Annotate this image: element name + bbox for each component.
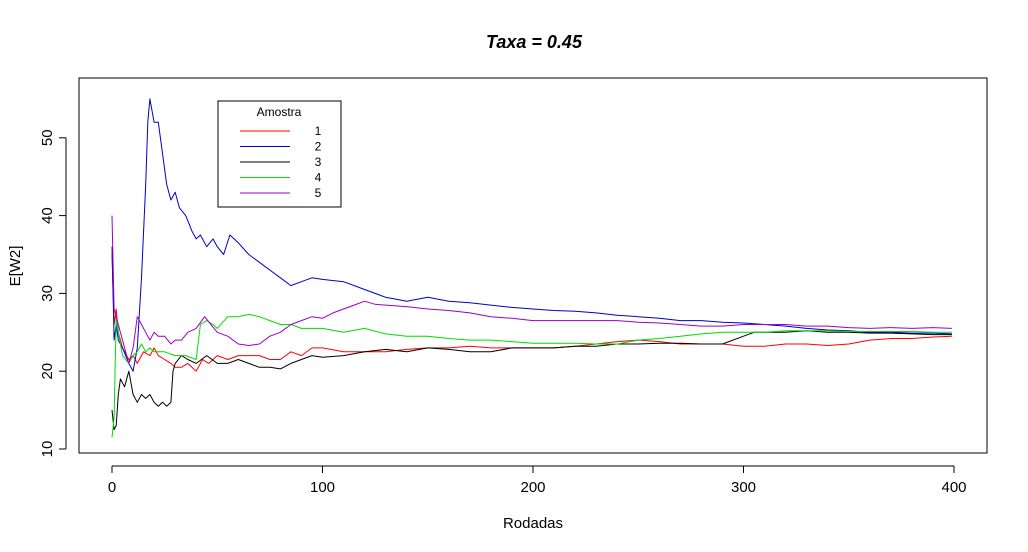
x-tick-label: 0 [108, 479, 116, 496]
y-axis: 10 20 30 40 50 [39, 129, 67, 458]
y-tick-label: 10 [39, 441, 56, 458]
series-layer [111, 98, 952, 438]
y-tick-label: 20 [39, 363, 56, 380]
y-axis-label: E[W2] [7, 246, 24, 287]
legend-label-5: 5 [315, 186, 322, 200]
x-tick-label: 300 [731, 479, 756, 496]
series-line-4 [111, 313, 952, 438]
x-tick-label: 400 [941, 479, 966, 496]
series-line-5 [111, 215, 952, 364]
legend: Amostra 1 23 45 [217, 100, 342, 208]
legend-entries: 1 23 45 [240, 124, 322, 200]
series-line-2 [111, 98, 952, 372]
plot-area-frame [78, 77, 988, 454]
chart-title: Taxa = 0.45 [486, 32, 583, 52]
legend-label-3: 3 [315, 155, 322, 169]
series-line-3 [111, 330, 952, 431]
legend-title: Amostra [257, 105, 302, 119]
x-axis-label: Rodadas [503, 515, 563, 532]
series-line-1 [111, 254, 952, 372]
x-axis: 0 100 200 300 400 [108, 465, 967, 496]
legend-label-1: 1 [315, 124, 322, 138]
legend-label-4: 4 [315, 171, 322, 185]
legend-box [217, 100, 342, 208]
y-tick-label: 50 [39, 129, 56, 146]
x-tick-label: 200 [520, 479, 545, 496]
x-tick-label: 100 [310, 479, 335, 496]
y-tick-label: 30 [39, 285, 56, 302]
y-tick-label: 40 [39, 207, 56, 224]
legend-label-2: 2 [315, 140, 322, 154]
